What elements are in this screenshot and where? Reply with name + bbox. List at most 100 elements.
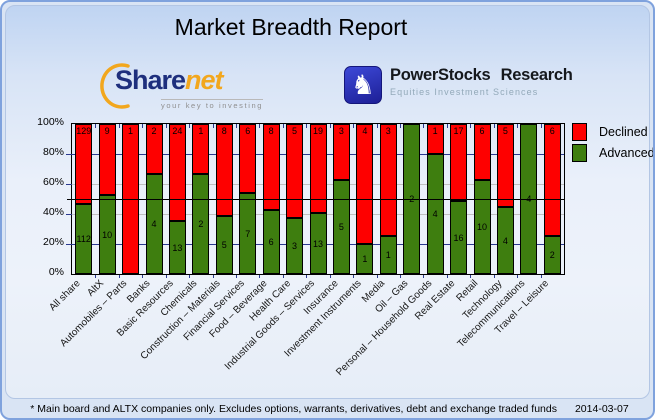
advanced-value: 4 <box>432 209 438 219</box>
y-tick-80 <box>66 154 72 155</box>
category-boundary-tick <box>540 275 542 278</box>
advanced-value: 1 <box>362 254 368 264</box>
legend-label-declined: Declined <box>599 125 648 139</box>
declined-value: 4 <box>362 126 368 136</box>
category-boundary-tick <box>400 124 401 128</box>
category-boundary-tick <box>423 124 425 128</box>
advanced-value: 2 <box>549 250 555 260</box>
y-axis-label: 40% <box>42 206 64 218</box>
y-axis-label: 80% <box>42 146 64 158</box>
category-boundary-tick <box>165 124 167 128</box>
declined-value: 129 <box>76 126 92 136</box>
advanced-value: 5 <box>338 222 344 232</box>
declined-segment: 6 <box>543 124 561 236</box>
declined-value: 1 <box>432 126 438 136</box>
advanced-segment: 13 <box>168 221 186 274</box>
advanced-value: 13 <box>312 238 323 249</box>
advanced-segment: 3 <box>286 218 304 274</box>
declined-segment: 9 <box>98 124 116 195</box>
category-boundary-tick <box>95 275 97 278</box>
category-boundary-tick <box>470 275 472 278</box>
sharenet-word-share: Share <box>115 65 186 95</box>
declined-segment: 17 <box>450 124 468 201</box>
declined-value: 3 <box>338 126 344 136</box>
category-boundary-tick <box>493 124 495 128</box>
declined-segment: 6 <box>473 124 491 180</box>
category-boundary-tick <box>470 124 472 128</box>
declined-value: 2 <box>151 126 157 136</box>
declined-swatch <box>572 123 587 141</box>
advanced-segment: 5 <box>215 216 233 274</box>
advanced-segment: 16 <box>450 201 468 274</box>
y-tick-40 <box>66 214 72 215</box>
footnote-text: * Main board and ALTX companies only. Ex… <box>30 403 557 415</box>
advanced-value: 10 <box>102 229 113 240</box>
declined-value: 5 <box>502 126 508 136</box>
declined-segment: 3 <box>379 124 397 236</box>
chess-knight-icon: ♞ <box>350 69 376 100</box>
declined-value: 6 <box>245 126 251 136</box>
category-boundary-tick <box>236 275 237 278</box>
plot-area: 1291129101242413128567865319133541312141… <box>66 123 565 278</box>
bar-altx: 9 10 <box>98 124 116 274</box>
advanced-value: 4 <box>151 219 157 229</box>
declined-segment: 24 <box>168 124 186 221</box>
advanced-value: 10 <box>476 222 487 232</box>
advanced-segment: 5 <box>332 180 350 274</box>
advanced-segment: 1 <box>356 244 374 274</box>
sharenet-word-net: net <box>185 65 223 95</box>
powerstocks-badge: ♞ <box>344 66 382 104</box>
declined-segment: 3 <box>332 124 350 180</box>
advanced-segment: 2 <box>192 174 210 274</box>
report-panel: Market Breadth Report Sharenet your key … <box>5 5 653 399</box>
category-boundary-tick <box>165 275 167 278</box>
declined-value: 3 <box>385 126 391 136</box>
category-boundary-tick <box>376 275 378 278</box>
declined-value: 17 <box>453 126 464 136</box>
declined-segment: 5 <box>286 124 304 218</box>
category-boundary-tick <box>423 275 425 278</box>
declined-value: 6 <box>549 126 555 136</box>
chart-legend: Declined Advanced <box>572 123 653 165</box>
y-axis-label: 0% <box>48 266 64 278</box>
advanced-segment: 2 <box>543 236 561 274</box>
y-tick-20 <box>66 244 72 245</box>
category-boundary-tick <box>282 124 284 128</box>
bar-real-estate: 17 16 <box>450 124 468 274</box>
advanced-value: 1 <box>385 250 391 260</box>
y-axis-label: 100% <box>37 116 64 128</box>
powerstocks-name: PowerStocks Research <box>390 66 573 84</box>
report-title: Market Breadth Report <box>174 14 408 40</box>
declined-segment: 2 <box>145 124 163 174</box>
declined-segment: 129 <box>75 124 93 204</box>
powerstocks-logo: ♞ PowerStocks Research Equities Investme… <box>344 66 573 108</box>
declined-value: 1 <box>128 126 134 136</box>
sharenet-arc-icon <box>100 63 130 109</box>
category-label: All share <box>47 278 83 314</box>
advanced-value: 13 <box>172 242 183 253</box>
declined-value: 1 <box>198 126 204 136</box>
category-boundary-tick <box>376 124 378 128</box>
advanced-value: 112 <box>76 234 91 244</box>
declined-value: 6 <box>479 126 485 136</box>
declined-value: 19 <box>312 126 323 136</box>
category-boundary-tick <box>517 275 519 278</box>
advanced-segment: 7 <box>239 193 257 274</box>
category-boundary-tick <box>236 124 237 128</box>
advanced-segment: 10 <box>98 195 116 274</box>
advanced-segment: 4 <box>145 174 163 274</box>
category-boundary-tick <box>282 275 284 278</box>
fifty-percent-line <box>67 199 564 200</box>
declined-value: 8 <box>268 126 274 136</box>
category-boundary-tick <box>142 275 144 278</box>
advanced-segment: 1 <box>379 236 397 274</box>
